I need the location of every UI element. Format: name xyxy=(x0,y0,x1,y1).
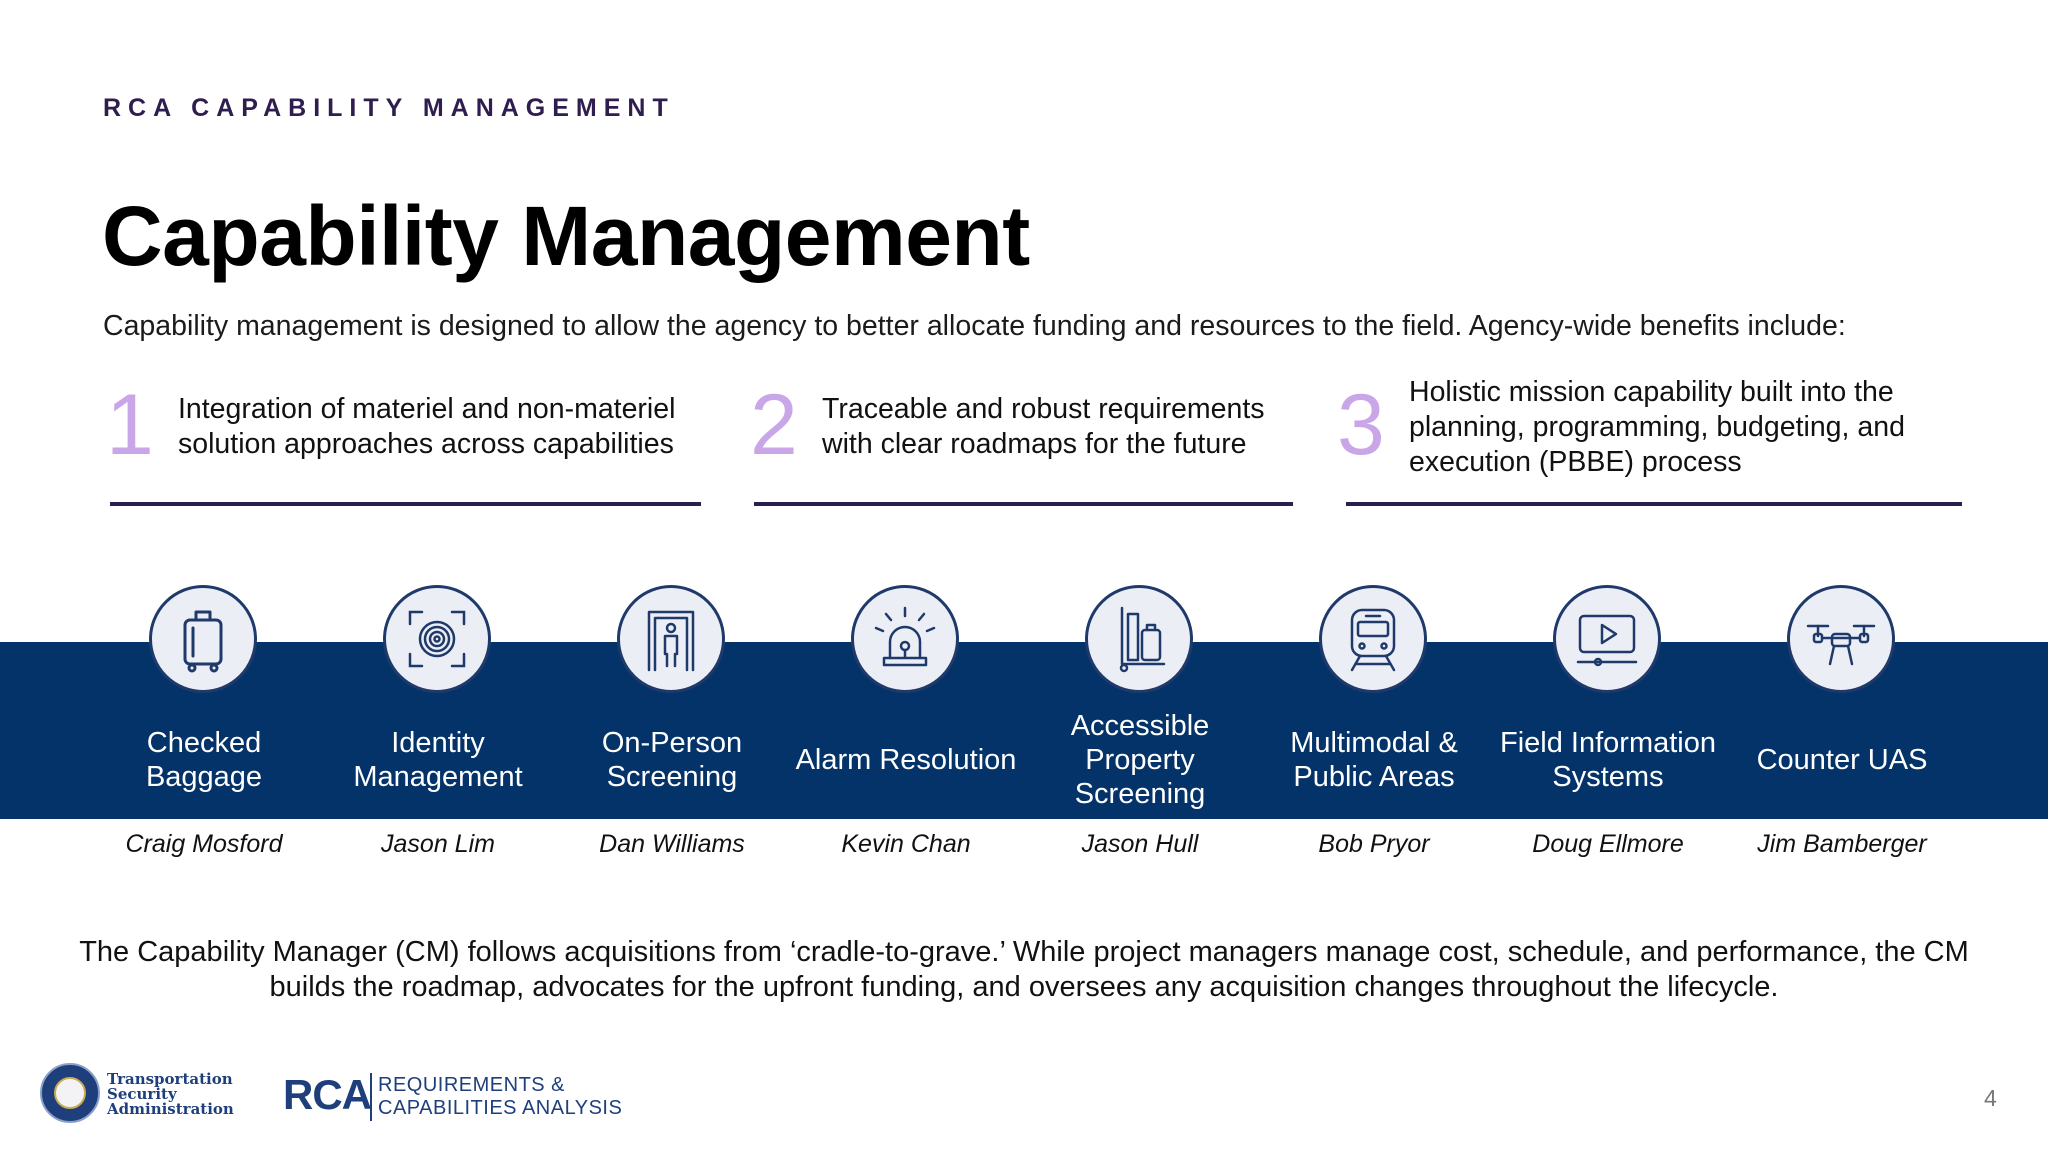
benefit-text: Integration of materiel and non-materiel… xyxy=(178,393,676,460)
fingerprint-icon xyxy=(383,585,491,693)
benefit-number: 3 xyxy=(1337,377,1385,473)
page-title: Capability Management xyxy=(102,189,1030,283)
drone-icon xyxy=(1787,585,1895,693)
rca-mark: RCA xyxy=(283,1071,372,1118)
dhs-seal-icon xyxy=(40,1063,100,1123)
capability-owner: Bob Pryor xyxy=(1318,830,1430,858)
closing-statement: The Capability Manager (CM) follows acqu… xyxy=(79,936,1969,1003)
page-subtitle: Capability management is designed to all… xyxy=(103,310,1846,342)
capability-owner: Jason Hull xyxy=(1081,830,1199,858)
benefit-3: 3 Holistic mission capability built into… xyxy=(1337,370,1967,510)
capability-label: Checked Baggage xyxy=(145,727,263,793)
alarm-light-icon xyxy=(851,585,959,693)
capability-label: Accessible Property Screening xyxy=(1070,710,1210,810)
benefit-text: Holistic mission capability built into t… xyxy=(1409,375,1905,478)
benefit-divider xyxy=(1346,502,1962,506)
suitcase-icon xyxy=(149,585,257,693)
benefit-number: 1 xyxy=(106,377,154,473)
train-icon xyxy=(1319,585,1427,693)
video-player-icon xyxy=(1553,585,1661,693)
capability-label: On-Person Screening xyxy=(601,727,743,793)
capability-owner: Kevin Chan xyxy=(841,830,971,858)
benefit-2: 2 Traceable and robust requirements with… xyxy=(750,370,1300,510)
capability-label: Counter UAS xyxy=(1756,744,1928,776)
page-number: 4 xyxy=(1984,1085,1997,1111)
capability-label: Alarm Resolution xyxy=(795,744,1017,776)
capability-owner: Jim Bamberger xyxy=(1757,830,1927,858)
tsa-wordmark: Transportation Security Administration xyxy=(107,1070,234,1118)
capability-owner: Dan Williams xyxy=(599,830,745,858)
benefit-number: 2 xyxy=(750,377,798,473)
benefit-text: Traceable and robust requirements with c… xyxy=(822,393,1265,460)
logo-divider xyxy=(370,1073,372,1121)
benefit-divider xyxy=(110,502,701,506)
benefit-divider xyxy=(754,502,1293,506)
capabilities-band xyxy=(0,642,2048,819)
benefit-1: 1 Integration of materiel and non-materi… xyxy=(106,370,706,510)
capability-label: Identity Management xyxy=(353,727,523,793)
body-scanner-icon xyxy=(617,585,725,693)
capability-label: Field Information Systems xyxy=(1500,727,1716,793)
capability-owner: Doug Ellmore xyxy=(1532,830,1684,858)
section-eyebrow: RCA CAPABILITY MANAGEMENT xyxy=(103,94,675,122)
capability-owner: Craig Mosford xyxy=(125,830,283,858)
capability-label: Multimodal & Public Areas xyxy=(1290,727,1458,793)
rca-subtitle: REQUIREMENTS & CAPABILITIES ANALYSIS xyxy=(378,1074,623,1119)
capability-owner: Jason Lim xyxy=(381,830,495,858)
luggage-cart-icon xyxy=(1085,585,1193,693)
